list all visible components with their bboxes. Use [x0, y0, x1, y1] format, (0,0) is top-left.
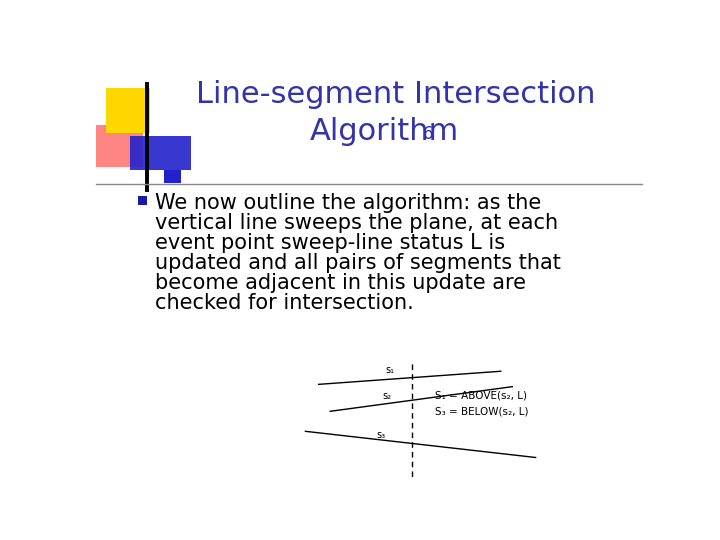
Text: 6: 6 [423, 125, 433, 143]
FancyBboxPatch shape [96, 125, 143, 167]
Text: s₃: s₃ [376, 430, 385, 440]
Text: vertical line sweeps the plane, at each: vertical line sweeps the plane, at each [155, 213, 558, 233]
FancyBboxPatch shape [130, 136, 191, 170]
Text: Line-segment Intersection: Line-segment Intersection [197, 80, 596, 109]
Text: s₁: s₁ [385, 366, 395, 375]
Text: Algorithm: Algorithm [310, 117, 459, 146]
FancyBboxPatch shape [106, 88, 150, 132]
Text: We now outline the algorithm: as the: We now outline the algorithm: as the [155, 193, 541, 213]
FancyBboxPatch shape [138, 195, 148, 205]
Text: become adjacent in this update are: become adjacent in this update are [155, 273, 526, 293]
Text: updated and all pairs of segments that: updated and all pairs of segments that [155, 253, 561, 273]
Text: checked for intersection.: checked for intersection. [155, 293, 414, 313]
Text: S₃ = BELOW(s₂, L): S₃ = BELOW(s₂, L) [435, 406, 528, 416]
FancyBboxPatch shape [163, 170, 181, 184]
Text: event point sweep-line status L is: event point sweep-line status L is [155, 233, 505, 253]
Text: S₁ = ABOVE(s₂, L): S₁ = ABOVE(s₂, L) [435, 391, 527, 401]
Text: s₂: s₂ [382, 392, 392, 401]
